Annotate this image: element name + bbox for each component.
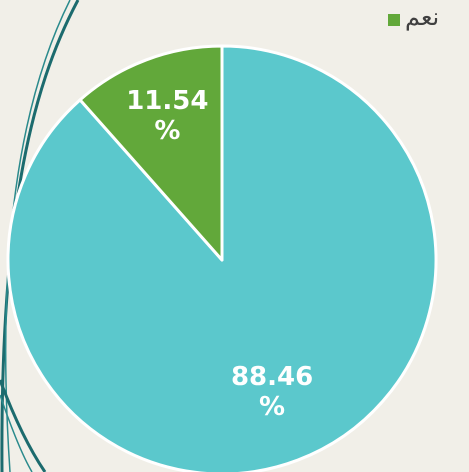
- value-label: 88.46 %: [230, 362, 314, 423]
- decor-line: [0, 394, 33, 472]
- decor-line: [0, 0, 80, 472]
- pie-slice: [78, 44, 224, 262]
- legend-label: نعم: [405, 3, 440, 31]
- pie-slice: [6, 44, 438, 472]
- legend-swatch: [388, 14, 400, 26]
- value-label: 11.54 %: [126, 85, 209, 146]
- decor-line: [0, 379, 47, 472]
- decor-line: [4, 0, 71, 472]
